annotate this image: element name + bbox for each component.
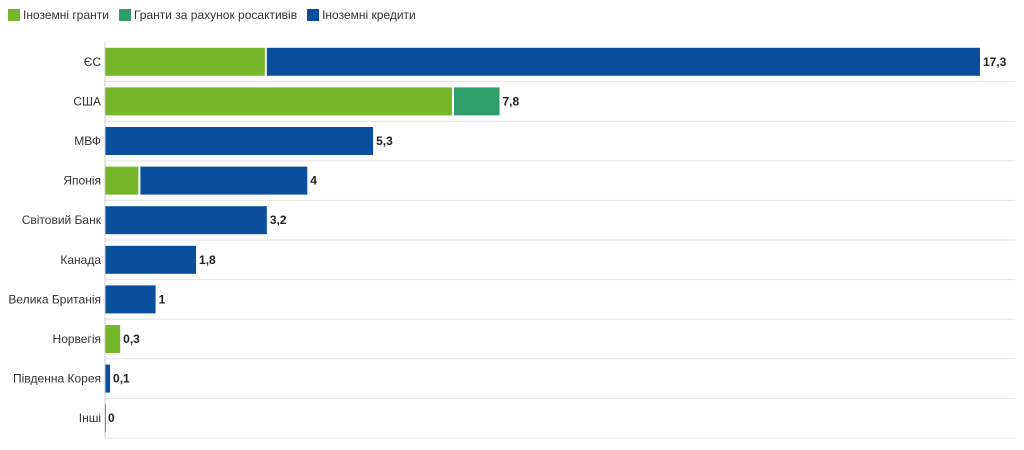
legend-item-foreign-grants[interactable]: Іноземні гранти [8,8,109,22]
bar-segment[interactable] [105,364,111,393]
data-label: 1,8 [199,253,216,267]
data-label: 7,8 [503,94,520,108]
legend-swatch [118,9,131,21]
category-label: ЄС [84,55,102,69]
data-label: 0,1 [113,372,130,386]
bar-segment[interactable] [266,47,980,76]
bar-segment[interactable] [453,87,500,116]
legend-swatch [8,9,20,21]
category-label: Південна Корея [13,372,101,386]
bar-segment[interactable] [105,206,267,235]
legend-item-foreign-loans[interactable]: Іноземні кредити [307,8,416,22]
bar-segment[interactable] [105,325,121,353]
legend-item-grants-ru-assets[interactable]: Гранти за рахунок росактивів [118,8,298,22]
bar-segment[interactable] [105,127,374,155]
category-label: Норвегія [53,332,101,346]
category-label: МВФ [74,134,101,148]
data-label: 3,2 [270,213,287,227]
data-label: 5,3 [376,134,393,148]
category-label: Інші [79,411,101,425]
bar-segment[interactable] [105,285,156,314]
category-label: Велика Британія [8,292,101,306]
legend-label: Іноземні гранти [23,8,109,22]
data-label: 0,3 [123,332,140,346]
bar-segment[interactable] [105,245,197,274]
bar-segment[interactable] [105,47,265,76]
category-label: Японія [63,174,101,188]
bar-segment[interactable] [105,87,452,116]
category-label: США [73,94,101,108]
legend-swatch [307,9,320,21]
bar-segment[interactable] [105,166,139,195]
data-label: 4 [310,174,317,188]
legend-label: Гранти за рахунок росактивів [133,8,298,22]
data-label: 17,3 [983,55,1007,69]
chart-legend: Іноземні гранти Гранти за рахунок росакт… [8,8,416,22]
category-label: Канада [60,253,101,267]
legend-label: Іноземні кредити [322,8,416,22]
data-label: 1 [159,292,166,306]
category-label: Світовий Банк [22,213,102,227]
bar-segment[interactable] [140,166,308,195]
data-label: 0 [108,411,115,425]
